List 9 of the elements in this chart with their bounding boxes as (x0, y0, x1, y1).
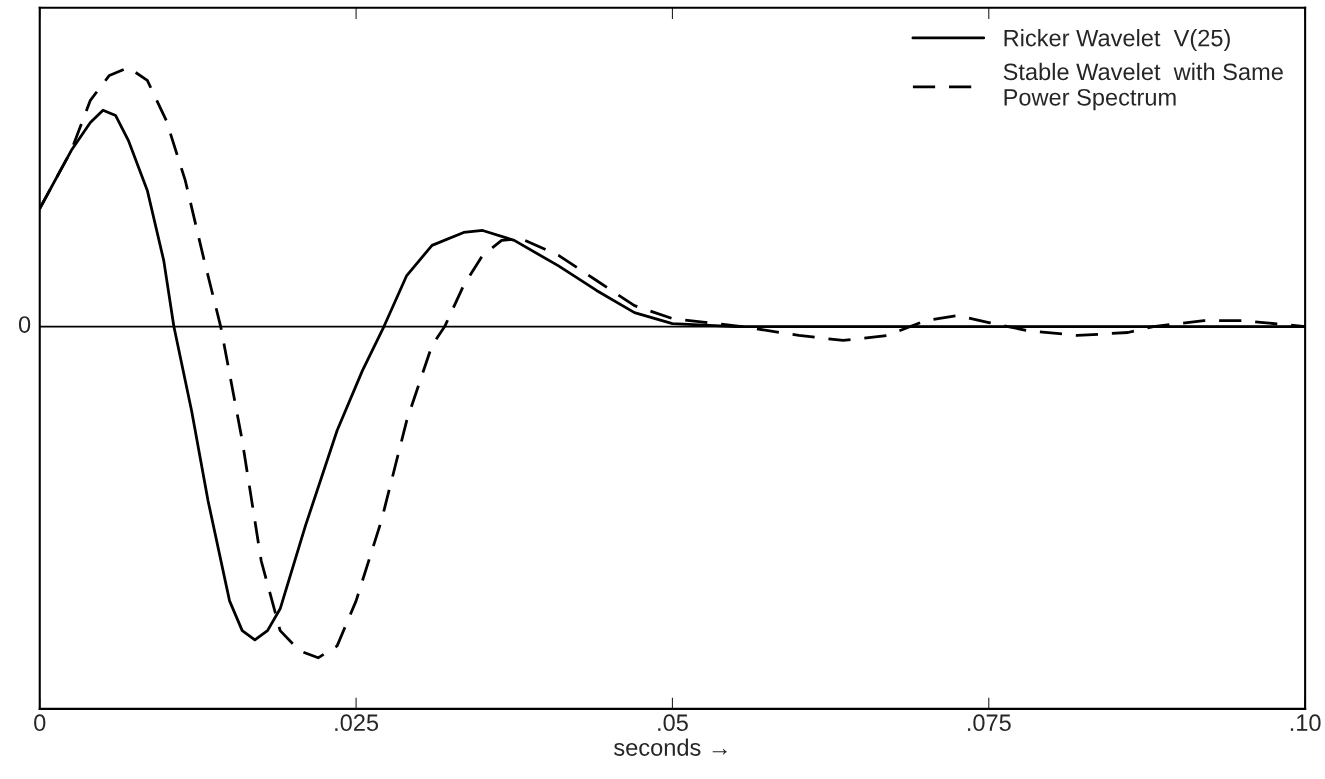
x-axis-title: seconds → (614, 738, 727, 756)
x-tick-label: .025 (335, 714, 379, 732)
legend-label: Ricker Wavelet V(25) (1004, 29, 1230, 52)
legend-label: Stable Wavelet with Same Power Spectrum (1003, 62, 1283, 111)
x-tick-label: .05 (658, 714, 688, 732)
x-tick-label: .10 (1290, 714, 1321, 732)
x-tick-label: 0 (34, 714, 46, 732)
text: 0 (18, 316, 31, 333)
x-tick-label: .075 (967, 714, 1011, 732)
